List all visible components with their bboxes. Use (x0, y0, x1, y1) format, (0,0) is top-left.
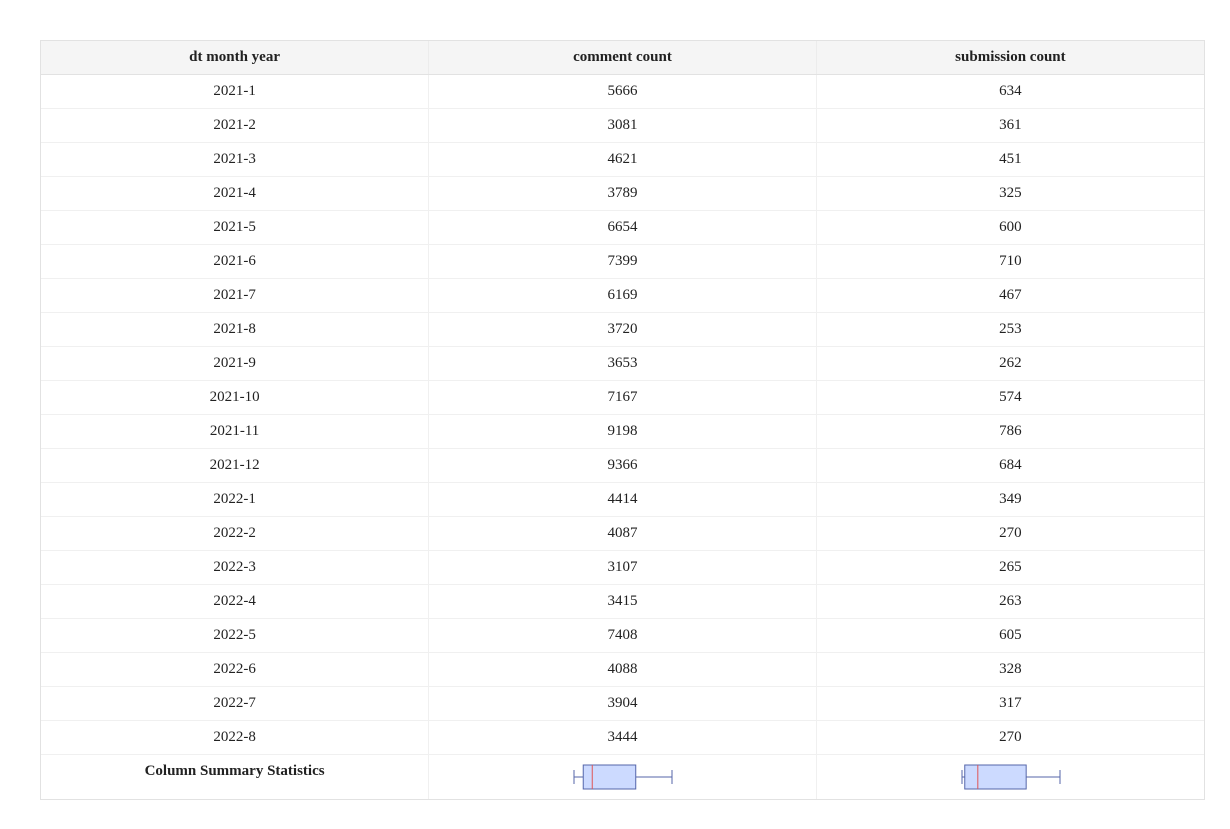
table-row: 2022-7 3904 317 (41, 686, 1204, 721)
cell-submission-count: 574 (816, 380, 1204, 415)
table-row: 2022-5 7408 605 (41, 618, 1204, 653)
cell-comment-count: 3720 (428, 312, 817, 347)
cell-comment-count: 3904 (428, 686, 817, 721)
submission-count-boxplot-cell (816, 755, 1204, 800)
column-header-dt-month-year[interactable]: dt month year (41, 41, 430, 75)
table-row: 2022-1 4414 349 (41, 482, 1204, 517)
cell-submission-count: 684 (816, 448, 1204, 483)
cell-comment-count: 3107 (428, 550, 817, 585)
cell-dt-month-year: 2022-5 (41, 618, 430, 653)
cell-dt-month-year: 2022-7 (41, 686, 430, 721)
table-row: 2021-8 3720 253 (41, 312, 1204, 347)
comment-count-boxplot-cell (428, 754, 817, 799)
table-row: 2021-2 3081 361 (41, 108, 1204, 143)
cell-dt-month-year: 2021-12 (41, 448, 430, 483)
header-row: dt month year comment count submission c… (41, 41, 1204, 75)
cell-dt-month-year: 2021-9 (41, 346, 430, 381)
table-row: 2021-11 9198 786 (41, 414, 1204, 449)
cell-dt-month-year: 2022-6 (41, 652, 430, 687)
cell-submission-count: 451 (816, 142, 1204, 177)
cell-dt-month-year: 2021-2 (41, 108, 430, 143)
summary-label: Column Summary Statistics (41, 754, 430, 799)
cell-submission-count: 262 (816, 346, 1204, 381)
table-row: 2021-10 7167 574 (41, 380, 1204, 415)
cell-submission-count: 317 (816, 686, 1204, 721)
iqr-box (964, 764, 1027, 790)
cell-comment-count: 7167 (428, 380, 817, 415)
cell-dt-month-year: 2021-1 (41, 74, 430, 109)
iqr-box (582, 764, 637, 790)
table-row: 2022-6 4088 328 (41, 652, 1204, 687)
cell-submission-count: 467 (816, 278, 1204, 313)
cell-comment-count: 7408 (428, 618, 817, 653)
table-row: 2021-6 7399 710 (41, 244, 1204, 279)
cell-submission-count: 265 (816, 550, 1204, 585)
cell-dt-month-year: 2022-2 (41, 516, 430, 551)
submission-count-boxplot (961, 764, 1061, 790)
cell-comment-count: 3415 (428, 584, 817, 619)
cell-comment-count: 4088 (428, 652, 817, 687)
column-header-submission-count[interactable]: submission count (816, 41, 1204, 75)
cell-submission-count: 361 (816, 108, 1204, 143)
table-row: 2021-9 3653 262 (41, 346, 1204, 381)
cell-dt-month-year: 2022-4 (41, 584, 430, 619)
cell-submission-count: 600 (816, 210, 1204, 245)
summary-row: Column Summary Statistics (41, 754, 1204, 800)
table-row: 2021-7 6169 467 (41, 278, 1204, 313)
table-row: 2021-5 6654 600 (41, 210, 1204, 245)
cell-comment-count: 6169 (428, 278, 817, 313)
table-row: 2022-8 3444 270 (41, 720, 1204, 755)
cell-submission-count: 634 (816, 74, 1204, 109)
cell-dt-month-year: 2021-8 (41, 312, 430, 347)
cell-dt-month-year: 2022-1 (41, 482, 430, 517)
column-header-comment-count[interactable]: comment count (428, 41, 817, 75)
cell-submission-count: 270 (816, 516, 1204, 551)
cell-comment-count: 9366 (428, 448, 817, 483)
cell-submission-count: 270 (816, 720, 1204, 755)
cell-submission-count: 325 (816, 176, 1204, 211)
cell-comment-count: 3789 (428, 176, 817, 211)
cell-comment-count: 5666 (428, 74, 817, 109)
cell-comment-count: 4621 (428, 142, 817, 177)
table-row: 2021-1 5666 634 (41, 74, 1204, 109)
table-row: 2022-2 4087 270 (41, 516, 1204, 551)
cell-comment-count: 6654 (428, 210, 817, 245)
data-table: dt month year comment count submission c… (41, 41, 1204, 799)
cell-dt-month-year: 2022-3 (41, 550, 430, 585)
cell-comment-count: 3444 (428, 720, 817, 755)
comment-count-boxplot (573, 764, 673, 790)
cell-comment-count: 7399 (428, 244, 817, 279)
cell-comment-count: 3653 (428, 346, 817, 381)
cell-dt-month-year: 2021-7 (41, 278, 430, 313)
cell-dt-month-year: 2021-6 (41, 244, 430, 279)
cell-submission-count: 349 (816, 482, 1204, 517)
table-row: 2022-4 3415 263 (41, 584, 1204, 619)
table-row: 2021-12 9366 684 (41, 448, 1204, 483)
data-table-container: dt month year comment count submission c… (40, 40, 1205, 800)
cell-dt-month-year: 2021-3 (41, 142, 430, 177)
table-row: 2021-3 4621 451 (41, 142, 1204, 177)
table-row: 2021-4 3789 325 (41, 176, 1204, 211)
cell-comment-count: 4414 (428, 482, 817, 517)
cell-comment-count: 4087 (428, 516, 817, 551)
cell-dt-month-year: 2021-5 (41, 210, 430, 245)
cell-submission-count: 605 (816, 618, 1204, 653)
cell-submission-count: 786 (816, 414, 1204, 449)
cell-dt-month-year: 2022-8 (41, 720, 430, 755)
cell-comment-count: 3081 (428, 108, 817, 143)
cell-submission-count: 710 (816, 244, 1204, 279)
cell-dt-month-year: 2021-10 (41, 380, 430, 415)
cell-submission-count: 263 (816, 584, 1204, 619)
table-row: 2022-3 3107 265 (41, 550, 1204, 585)
cell-dt-month-year: 2021-11 (41, 414, 430, 449)
cell-submission-count: 328 (816, 652, 1204, 687)
cell-dt-month-year: 2021-4 (41, 176, 430, 211)
cell-submission-count: 253 (816, 312, 1204, 347)
cell-comment-count: 9198 (428, 414, 817, 449)
